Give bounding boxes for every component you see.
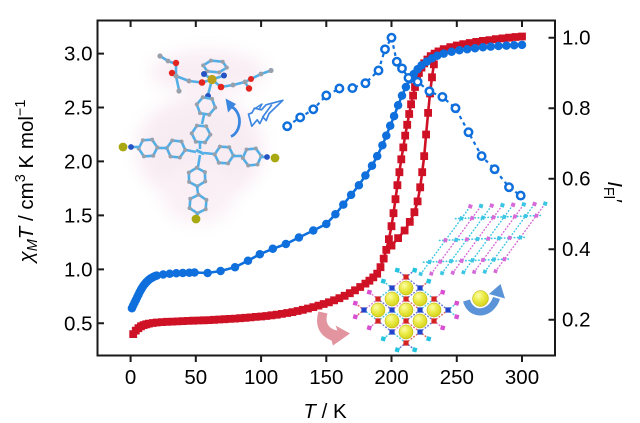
svg-text:T / K: T / K [303, 400, 347, 423]
svg-text:0: 0 [125, 366, 136, 389]
svg-text:0.2: 0.2 [562, 309, 591, 332]
svg-text:χMT / cm3 K mol−1: χMT / cm3 K mol−1 [13, 100, 41, 265]
svg-text:250: 250 [440, 366, 474, 389]
svg-text:1.5: 1.5 [64, 204, 93, 227]
svg-text:2.0: 2.0 [64, 150, 93, 173]
svg-text:100: 100 [244, 366, 278, 389]
svg-text:1.0: 1.0 [64, 258, 93, 281]
svg-text:1.0: 1.0 [562, 27, 591, 50]
svg-text:IFl′: IFl′ [600, 181, 626, 203]
svg-text:50: 50 [184, 366, 207, 389]
svg-text:2.5: 2.5 [64, 97, 93, 120]
svg-text:3.0: 3.0 [64, 43, 93, 66]
svg-text:300: 300 [505, 366, 539, 389]
svg-text:0.5: 0.5 [64, 312, 93, 335]
svg-text:0.4: 0.4 [562, 238, 591, 261]
svg-text:150: 150 [309, 366, 343, 389]
svg-text:0.8: 0.8 [562, 97, 591, 120]
svg-text:0.6: 0.6 [562, 168, 591, 191]
svg-text:200: 200 [374, 366, 408, 389]
